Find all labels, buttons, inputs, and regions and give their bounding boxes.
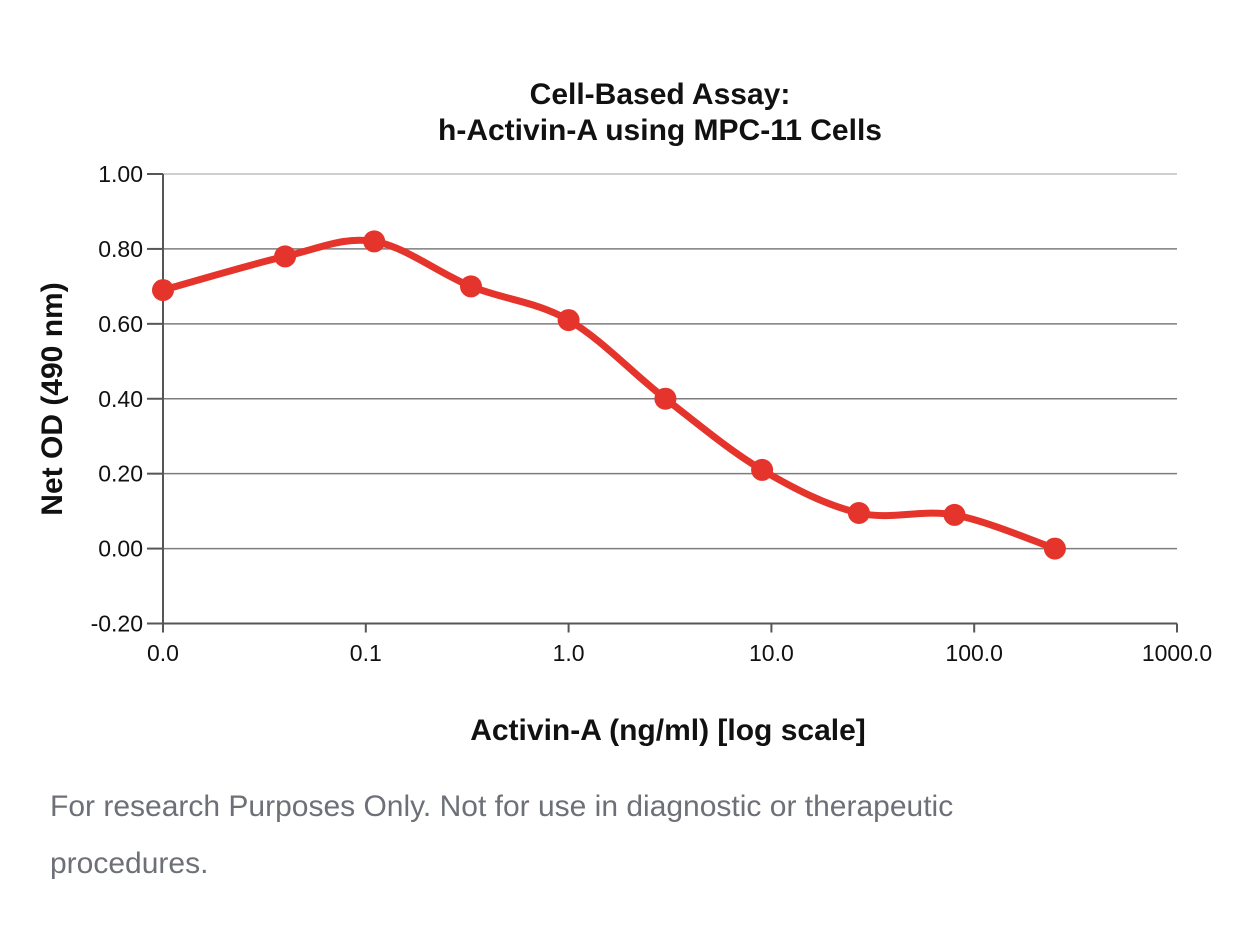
x-tick-label-0.1: 0.1 bbox=[350, 640, 382, 666]
y-tick-label-0.40: 0.40 bbox=[98, 386, 143, 412]
y-tick-label-1.00: 1.00 bbox=[98, 161, 143, 187]
data-point-5 bbox=[654, 387, 677, 410]
data-point-3 bbox=[460, 275, 482, 298]
x-tick-label-10.0: 10.0 bbox=[749, 640, 794, 666]
data-point-6 bbox=[751, 458, 774, 481]
x-tick-label-1000.0: 1000.0 bbox=[1142, 640, 1212, 666]
data-point-1 bbox=[274, 245, 297, 268]
data-point-7 bbox=[847, 502, 870, 524]
chart-title-line2: h-Activin-A using MPC-11 Cells bbox=[438, 114, 882, 147]
x-tick-label-100.0: 100.0 bbox=[945, 640, 1003, 666]
data-point-4 bbox=[557, 309, 580, 332]
y-axis-title: Net OD (490 nm) bbox=[36, 282, 69, 515]
y-tick-label-0.80: 0.80 bbox=[98, 236, 143, 262]
dose-response-chart: Cell-Based Assay:h-Activin-A using MPC-1… bbox=[36, 78, 1212, 747]
x-axis-title: Activin-A (ng/ml) [log scale] bbox=[470, 714, 866, 747]
data-point-2 bbox=[363, 230, 386, 253]
data-point-9 bbox=[1043, 537, 1066, 560]
y-tick-label--0.20: -0.20 bbox=[91, 611, 143, 637]
data-point-0 bbox=[152, 279, 174, 302]
y-tick-label-0.60: 0.60 bbox=[98, 311, 143, 337]
x-tick-label-0.0: 0.0 bbox=[147, 640, 179, 666]
y-tick-label-0.20: 0.20 bbox=[98, 461, 143, 487]
chart-title-line1: Cell-Based Assay: bbox=[530, 78, 791, 111]
x-tick-label-1.0: 1.0 bbox=[553, 640, 585, 666]
y-tick-label-0.00: 0.00 bbox=[98, 536, 143, 562]
data-point-8 bbox=[943, 503, 966, 526]
disclaimer-text: For research Purposes Only. Not for use … bbox=[50, 790, 954, 880]
series-line bbox=[159, 236, 1059, 553]
